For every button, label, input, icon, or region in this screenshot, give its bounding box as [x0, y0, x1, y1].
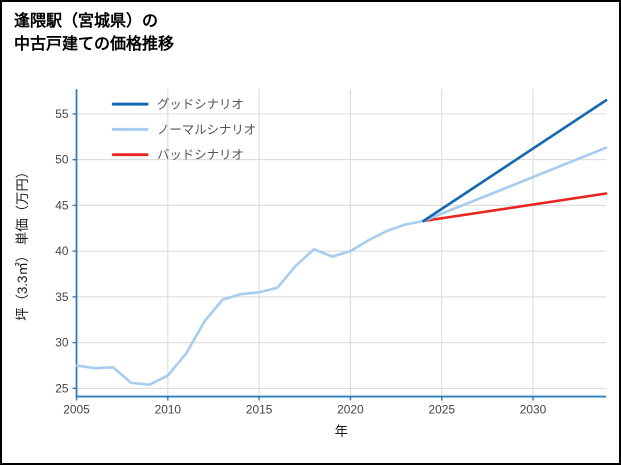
legend-item: バッドシナリオ — [111, 148, 244, 162]
y-tick-label: 25 — [55, 381, 69, 395]
y-tick-label: 55 — [55, 107, 69, 121]
x-tick-label: 2010 — [155, 402, 182, 416]
x-tick-label: 2005 — [63, 402, 90, 416]
legend-label: ノーマルシナリオ — [157, 123, 256, 137]
y-tick-label: 30 — [55, 336, 69, 350]
legend-item: グッドシナリオ — [111, 98, 244, 112]
legend-label: バッドシナリオ — [157, 148, 244, 162]
x-tick-label: 2025 — [428, 402, 455, 416]
y-tick-label: 40 — [55, 244, 69, 258]
chart-title-line1: 逢隈駅（宮城県）の — [14, 13, 159, 30]
legend-item: ノーマルシナリオ — [111, 123, 256, 137]
legend-label: グッドシナリオ — [157, 98, 244, 112]
y-tick-label: 50 — [55, 153, 69, 167]
series-line-1 — [75, 146, 608, 386]
x-tick-label: 2030 — [520, 402, 547, 416]
y-tick-label: 45 — [55, 198, 69, 212]
series-line-2 — [422, 192, 608, 223]
chart-title-line2: 中古戸建ての価格推移 — [14, 36, 175, 54]
series-line-0 — [422, 98, 608, 223]
chart-title: 逢隈駅（宮城県）の 中古戸建ての価格推移 — [14, 10, 174, 56]
x-tick-label: 2020 — [337, 402, 364, 416]
x-tick-label: 2015 — [246, 402, 273, 416]
y-axis-label: 坪（3.3㎡） 単価（万円） — [15, 165, 30, 321]
y-tick-label: 35 — [55, 290, 69, 304]
x-axis-label: 年 — [335, 424, 348, 439]
